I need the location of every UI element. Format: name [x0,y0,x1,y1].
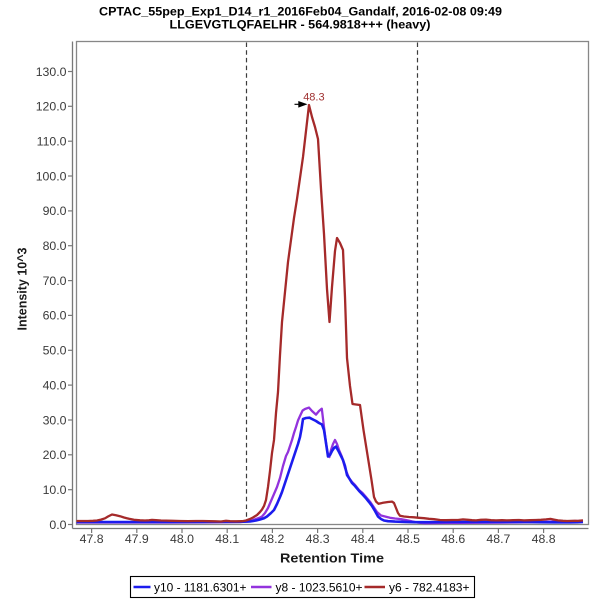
svg-text:60.0: 60.0 [43,309,67,323]
svg-text:50.0: 50.0 [43,344,67,358]
svg-text:0.0: 0.0 [49,518,66,532]
svg-text:48.7: 48.7 [486,532,510,546]
svg-text:y6 - 782.4183+: y6 - 782.4183+ [389,580,470,594]
svg-text:48.6: 48.6 [441,532,465,546]
svg-text:48.5: 48.5 [396,532,420,546]
svg-text:48.3: 48.3 [306,532,330,546]
svg-text:48.4: 48.4 [351,532,375,546]
svg-text:110.0: 110.0 [37,135,67,149]
svg-text:120.0: 120.0 [36,100,67,114]
svg-text:47.9: 47.9 [125,532,149,546]
svg-text:130.0: 130.0 [36,65,67,79]
svg-text:20.0: 20.0 [43,448,67,462]
svg-text:48.8: 48.8 [532,532,556,546]
svg-text:90.0: 90.0 [43,204,67,218]
svg-text:30.0: 30.0 [43,413,67,427]
svg-text:CPTAC_55pep_Exp1_D14_r1_2016Fe: CPTAC_55pep_Exp1_D14_r1_2016Feb04_Gandal… [99,5,502,19]
svg-text:47.8: 47.8 [80,532,104,546]
svg-text:10.0: 10.0 [43,483,67,497]
svg-text:48.0: 48.0 [170,532,194,546]
svg-text:48.2: 48.2 [260,532,284,546]
svg-text:y10 - 1181.6301+: y10 - 1181.6301+ [154,580,247,594]
svg-text:y8 - 1023.5610+: y8 - 1023.5610+ [276,580,363,594]
svg-text:Intensity 10^3: Intensity 10^3 [15,248,30,331]
svg-text:LLGEVGTLQFAELHR - 564.9818+++: LLGEVGTLQFAELHR - 564.9818+++ (heavy) [170,18,431,32]
svg-text:40.0: 40.0 [43,378,67,392]
svg-text:70.0: 70.0 [43,274,67,288]
svg-text:48.1: 48.1 [215,532,239,546]
svg-text:80.0: 80.0 [43,239,67,253]
svg-text:100.0: 100.0 [36,169,67,183]
svg-text:48.3: 48.3 [303,92,324,104]
svg-text:Retention Time: Retention Time [280,551,384,566]
